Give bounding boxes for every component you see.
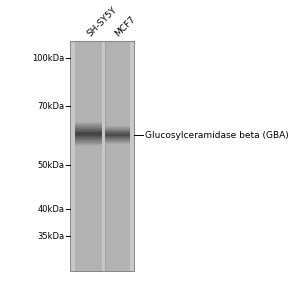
Bar — [75, 136, 102, 137]
Bar — [75, 41, 102, 271]
Bar — [75, 132, 102, 133]
Bar — [75, 139, 102, 140]
Bar — [75, 145, 102, 146]
Bar — [75, 122, 102, 123]
Bar — [105, 139, 130, 140]
Bar — [105, 140, 130, 141]
Text: 40kDa: 40kDa — [38, 205, 64, 214]
Text: 70kDa: 70kDa — [38, 102, 64, 111]
Text: 50kDa: 50kDa — [38, 161, 64, 170]
Bar — [105, 130, 130, 131]
Bar — [105, 136, 130, 137]
Bar — [105, 128, 130, 129]
Bar — [75, 140, 102, 141]
Bar — [105, 132, 130, 133]
Bar — [75, 128, 102, 129]
Bar — [105, 137, 130, 138]
Bar — [75, 144, 102, 145]
Bar — [105, 131, 130, 132]
Bar — [75, 141, 102, 142]
Text: SH-SY5Y: SH-SY5Y — [85, 5, 118, 38]
Bar — [75, 124, 102, 125]
Text: 100kDa: 100kDa — [32, 54, 64, 63]
Bar — [75, 127, 102, 128]
Bar — [105, 141, 130, 142]
Bar — [75, 133, 102, 134]
Bar — [75, 130, 102, 131]
Bar — [75, 129, 102, 130]
Bar — [70, 41, 134, 271]
Bar — [75, 138, 102, 139]
Bar — [75, 143, 102, 144]
Bar — [105, 41, 130, 271]
Bar — [105, 134, 130, 135]
Bar — [75, 126, 102, 127]
Bar — [105, 133, 130, 134]
Bar — [105, 142, 130, 143]
Bar — [75, 146, 102, 147]
Text: Glucosylceramidase beta (GBA): Glucosylceramidase beta (GBA) — [145, 131, 289, 140]
Bar — [75, 137, 102, 138]
Bar — [75, 131, 102, 132]
Bar — [105, 129, 130, 130]
Bar — [105, 138, 130, 139]
Text: 35kDa: 35kDa — [38, 232, 64, 241]
Bar — [105, 126, 130, 127]
Bar — [105, 143, 130, 144]
Bar — [75, 134, 102, 135]
Bar — [105, 135, 130, 136]
Bar — [75, 135, 102, 136]
Bar — [105, 127, 130, 128]
Bar — [75, 125, 102, 126]
Bar — [75, 142, 102, 143]
Text: MCF7: MCF7 — [113, 14, 137, 38]
Bar — [75, 123, 102, 124]
